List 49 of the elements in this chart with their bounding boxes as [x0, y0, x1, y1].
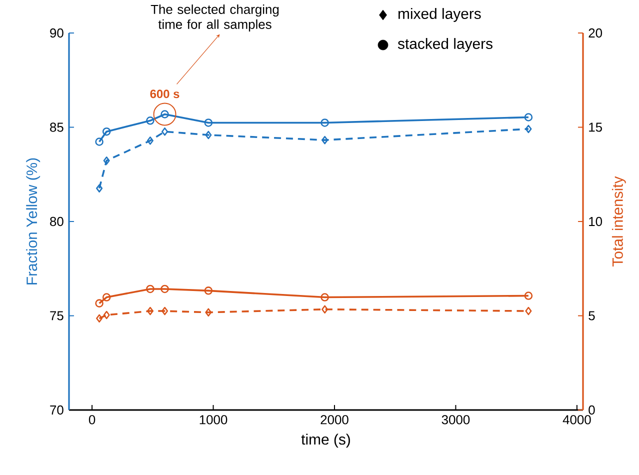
annotation: 600 s [150, 90, 180, 98]
point [102, 127, 111, 136]
y-tick-label: 70 [50, 405, 64, 415]
annotation: stacked layers [398, 38, 492, 52]
point [204, 118, 213, 127]
x-tick-label: 3000 [442, 415, 470, 424]
point [162, 127, 168, 136]
point [162, 306, 168, 316]
point [205, 308, 212, 316]
point [96, 314, 103, 323]
point [525, 306, 532, 316]
point [524, 292, 533, 300]
y-tick-label: 85 [50, 122, 64, 132]
y-tick-label: 75 [50, 311, 64, 320]
y-axis-title: Fraction Yellow (%) [26, 158, 40, 284]
x-tick-label: 0 [88, 415, 96, 424]
y2-tick-label: 15 [589, 122, 602, 132]
y2-tick-label: 10 [589, 216, 602, 226]
y-tick-label: 80 [50, 216, 64, 226]
point [322, 305, 328, 314]
x-tick-label: 1000 [200, 415, 228, 424]
point [146, 284, 154, 294]
point [95, 138, 104, 146]
point [146, 116, 154, 125]
point [146, 136, 154, 145]
y2-axis-title: Total intensity [612, 176, 626, 266]
point [320, 293, 329, 302]
point [146, 306, 154, 316]
point [103, 310, 110, 320]
x-tick-label: 4000 [562, 415, 591, 424]
point [525, 124, 532, 134]
point [96, 184, 103, 192]
x-axis-title: time (s) [301, 434, 350, 448]
point [524, 113, 533, 122]
point [204, 286, 213, 295]
point [205, 130, 212, 140]
point [322, 136, 328, 144]
x-tick-label: 2000 [320, 415, 348, 424]
point [102, 293, 111, 302]
y-tick-label: 90 [50, 28, 64, 38]
point [103, 156, 110, 165]
text: The selected charging time for all samples [150, 4, 279, 32]
y2-tick-label: 20 [588, 28, 602, 38]
point [320, 118, 329, 127]
y2-tick-label: 0 [588, 405, 595, 415]
text: mixed layers [398, 8, 481, 22]
point [160, 284, 169, 294]
point [95, 299, 104, 308]
y2-tick-label: 5 [588, 311, 595, 320]
